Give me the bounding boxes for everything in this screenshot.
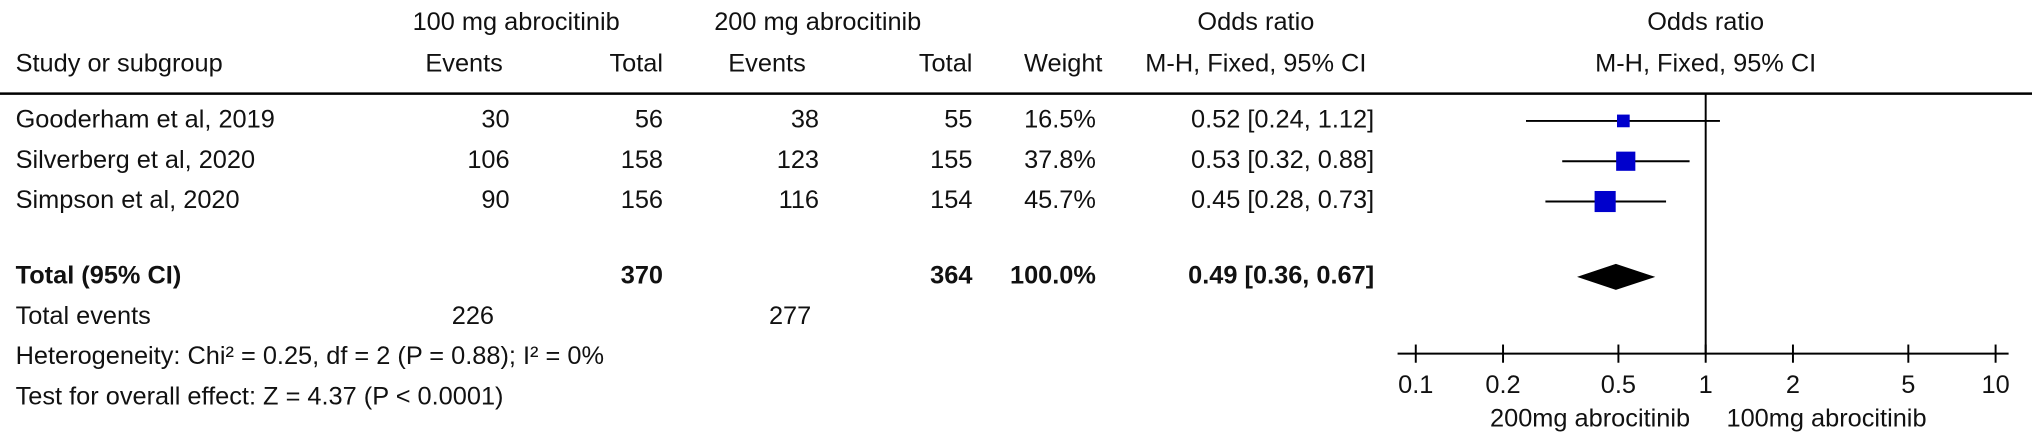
study-square	[1616, 151, 1636, 171]
study-name: Silverberg et al, 2020	[16, 146, 256, 174]
study-events2: 123	[777, 146, 819, 174]
x-tick-label: 0.2	[1485, 371, 1520, 399]
total-total1: 370	[621, 262, 663, 290]
total-ci: 0.49 [0.36, 0.67]	[1188, 262, 1374, 290]
heterogeneity: Heterogeneity: Chi² = 0.25, df = 2 (P = …	[16, 342, 604, 370]
column-header: Events	[425, 50, 502, 78]
x-tick-label: 1	[1699, 371, 1713, 399]
plot-subtitle: M-H, Fixed, 95% CI	[1595, 50, 1816, 78]
study-square	[1617, 114, 1630, 128]
study-square	[1594, 190, 1616, 213]
total-name: Total (95% CI)	[16, 262, 182, 290]
study-ci: 0.45 [0.28, 0.73]	[1191, 186, 1374, 214]
column-header: Weight	[1024, 50, 1102, 78]
study-total1: 156	[621, 186, 663, 214]
study-events1: 106	[467, 146, 509, 174]
study-total1: 158	[621, 146, 663, 174]
total-events2: 277	[769, 302, 811, 330]
column-header: M-H, Fixed, 95% CI	[1145, 50, 1366, 78]
study-events2: 116	[779, 186, 819, 214]
x-tick-label: 10	[1981, 371, 2009, 399]
column-group: 200 mg abrocitinib	[714, 8, 921, 36]
column-header: Total	[609, 50, 663, 78]
x-tick-label: 0.5	[1601, 371, 1636, 399]
column-header: Events	[728, 50, 805, 78]
study-weight: 45.7%	[1024, 186, 1096, 214]
column-header: Study or subgroup	[16, 50, 223, 78]
study-total2: 154	[930, 186, 972, 214]
overall-effect: Test for overall effect: Z = 4.37 (P < 0…	[16, 383, 504, 411]
study-events1: 30	[481, 106, 509, 134]
plot-title: Odds ratio	[1647, 8, 1764, 36]
column-header: Total	[919, 50, 973, 78]
x-label-right: 100mg abrocitinib	[1726, 405, 1926, 433]
study-weight: 37.8%	[1024, 146, 1096, 174]
study-name: Gooderham et al, 2019	[16, 106, 275, 134]
study-total2: 155	[930, 146, 972, 174]
total-total2: 364	[930, 262, 972, 290]
x-label-left: 200mg abrocitinib	[1490, 405, 1690, 433]
total-diamond	[1577, 263, 1656, 290]
total-weight: 100.0%	[1010, 262, 1096, 290]
study-ci: 0.53 [0.32, 0.88]	[1191, 146, 1374, 174]
study-events1: 90	[481, 186, 509, 214]
column-group: 100 mg abrocitinib	[413, 8, 620, 36]
column-group: Odds ratio	[1197, 8, 1314, 36]
study-weight: 16.5%	[1024, 106, 1096, 134]
x-tick-label: 0.1	[1398, 371, 1433, 399]
x-tick-label: 5	[1901, 371, 1915, 399]
study-total2: 55	[944, 106, 972, 134]
study-name: Simpson et al, 2020	[16, 186, 240, 214]
study-events2: 38	[791, 106, 819, 134]
study-ci: 0.52 [0.24, 1.12]	[1191, 106, 1374, 134]
total-events1: 226	[452, 302, 494, 330]
x-tick-label: 2	[1786, 371, 1800, 399]
total-events-name: Total events	[16, 302, 151, 330]
study-total1: 56	[635, 106, 663, 134]
